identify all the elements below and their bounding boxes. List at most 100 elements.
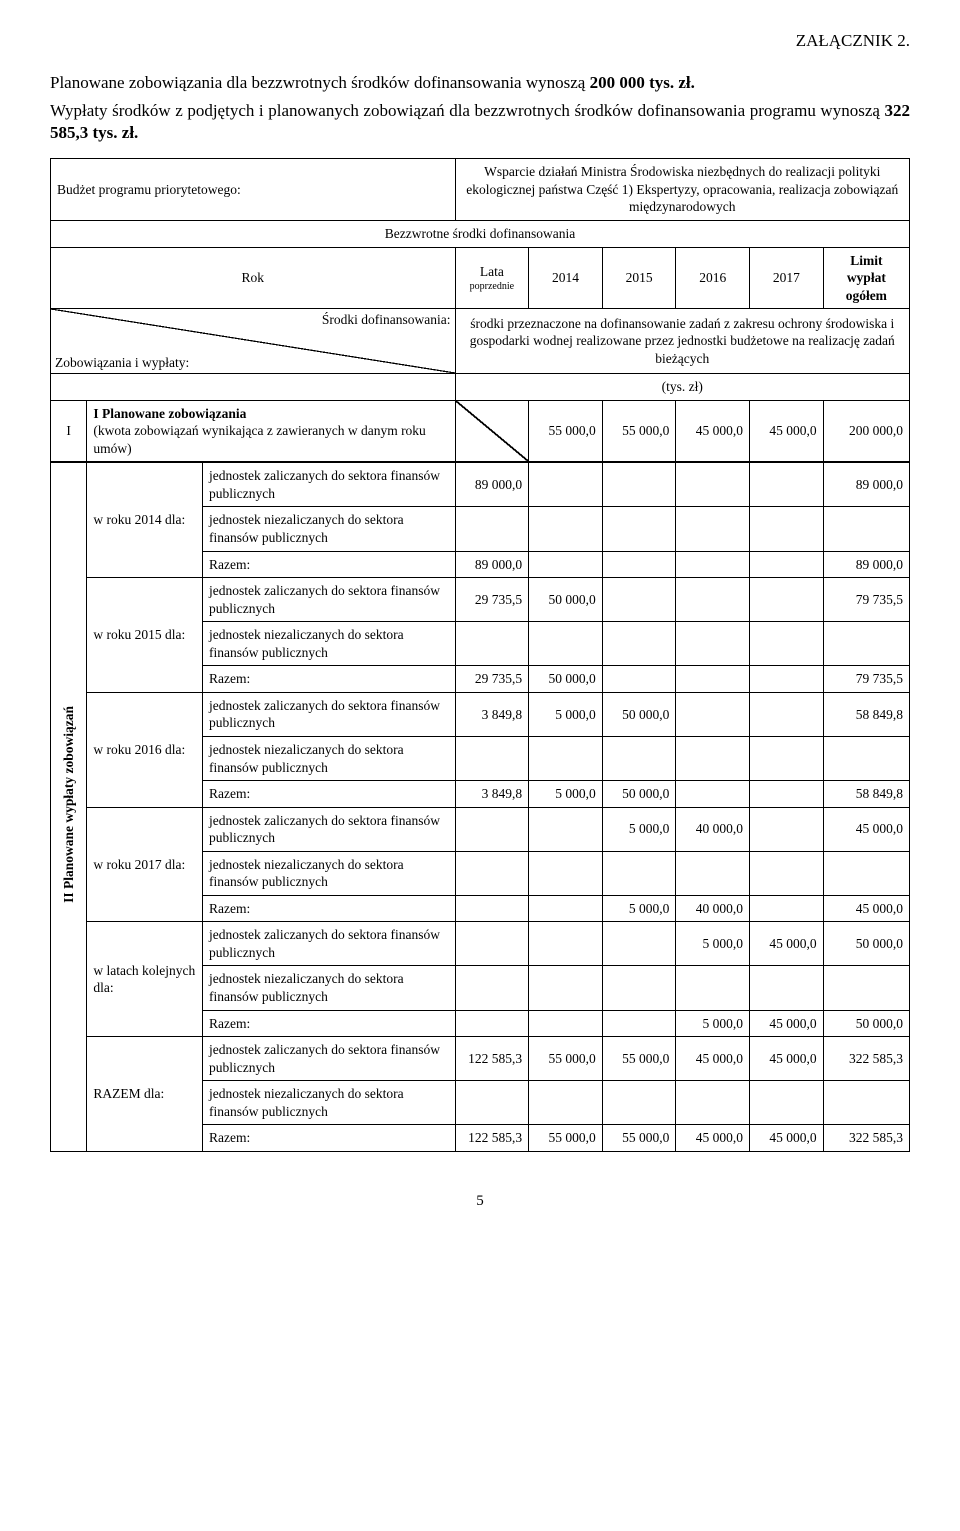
row-zal-desc: jednostek zaliczanych do sektora finansó… [203,692,455,736]
cell [750,692,824,736]
hdr-2017: 2017 [750,247,824,309]
cell [823,736,909,780]
cell [455,851,529,895]
cell [529,507,603,551]
cell: 45 000,0 [676,1037,750,1081]
row-niezal-desc: jednostek niezaliczanych do sektora fina… [203,736,455,780]
cell: 50 000,0 [529,666,603,693]
budget-table: Budżet programu priorytetowego: Wsparcie… [50,158,910,1151]
cell [750,807,824,851]
spacer-l [51,374,456,401]
cell [823,966,909,1010]
cell [602,1081,676,1125]
cell: 29 735,5 [455,666,529,693]
cell: 89 000,0 [455,551,529,578]
cell [602,507,676,551]
intro-p1a: Planowane zobowiązania dla bezzwrotnych … [50,73,590,92]
cell [455,922,529,966]
cell: 79 735,5 [823,666,909,693]
cell: 50 000,0 [823,1010,909,1037]
cell [823,851,909,895]
cell [750,1081,824,1125]
cell [750,622,824,666]
row-razem-desc: Razem: [203,1010,455,1037]
cell: 89 000,0 [823,551,909,578]
cell: 5 000,0 [676,922,750,966]
cell [455,622,529,666]
cell: 50 000,0 [529,578,603,622]
cell: 89 000,0 [455,462,529,507]
cell: 3 849,8 [455,781,529,808]
cell [750,781,824,808]
cell: 89 000,0 [823,462,909,507]
cell [823,1081,909,1125]
cell [455,1010,529,1037]
cell: 40 000,0 [676,807,750,851]
cell [823,507,909,551]
hdr-rok: Rok [51,247,456,309]
group-label: w roku 2017 dla: [87,807,203,922]
secI-title-cell: I Planowane zobowiązania (kwota zobowiąz… [87,400,455,462]
secI-2014: 55 000,0 [529,400,603,462]
cell: 40 000,0 [676,895,750,922]
cell [529,895,603,922]
attachment-label: ZAŁĄCZNIK 2. [50,30,910,52]
secI-num: I [51,400,87,462]
cell [602,666,676,693]
diag-top: Środki dofinansowania: [322,311,451,329]
cell [455,736,529,780]
row-razem-desc: Razem: [203,895,455,922]
cell [676,578,750,622]
cell: 55 000,0 [602,1125,676,1152]
cell [676,462,750,507]
tys-label: (tys. zł) [455,374,909,401]
row-zal-desc: jednostek zaliczanych do sektora finansó… [203,462,455,507]
cell: 5 000,0 [529,692,603,736]
cell [602,922,676,966]
cell: 45 000,0 [750,1125,824,1152]
cell [676,966,750,1010]
cell: 322 585,3 [823,1125,909,1152]
cell: 122 585,3 [455,1037,529,1081]
cell [602,736,676,780]
secII-vlabel: II Planowane wypłaty zobowiązań [51,462,87,1151]
intro-p1b: 200 000 tys. zł. [590,73,695,92]
row-niezal-desc: jednostek niezaliczanych do sektora fina… [203,507,455,551]
cell [602,966,676,1010]
cell [750,666,824,693]
row-zal-desc: jednostek zaliczanych do sektora finansó… [203,578,455,622]
group-label: w roku 2016 dla: [87,692,203,807]
cell: 45 000,0 [750,1037,824,1081]
cell: 50 000,0 [823,922,909,966]
cell [455,1081,529,1125]
cell [529,851,603,895]
cell [529,1010,603,1037]
cell [676,551,750,578]
cell: 58 849,8 [823,781,909,808]
intro-p2a: Wypłaty środków z podjętych i planowanyc… [50,101,885,120]
cell [455,895,529,922]
cell [676,736,750,780]
cell [602,462,676,507]
cell [455,507,529,551]
cell [529,922,603,966]
hdr-lata: Lata poprzednie [455,247,529,309]
cell [529,736,603,780]
cell [750,507,824,551]
row-niezal-desc: jednostek niezaliczanych do sektora fina… [203,1081,455,1125]
cell [750,895,824,922]
row-zal-desc: jednostek zaliczanych do sektora finansó… [203,922,455,966]
budget-label: Budżet programu priorytetowego: [51,159,456,221]
cell [750,851,824,895]
cell [676,1081,750,1125]
cell: 3 849,8 [455,692,529,736]
group-label: RAZEM dla: [87,1037,203,1152]
cell: 322 585,3 [823,1037,909,1081]
cell [676,851,750,895]
row-niezal-desc: jednostek niezaliczanych do sektora fina… [203,851,455,895]
cell: 5 000,0 [529,781,603,808]
budget-desc: Wsparcie działań Ministra Środowiska nie… [455,159,909,221]
cell [529,807,603,851]
cell [676,781,750,808]
cell: 45 000,0 [823,807,909,851]
